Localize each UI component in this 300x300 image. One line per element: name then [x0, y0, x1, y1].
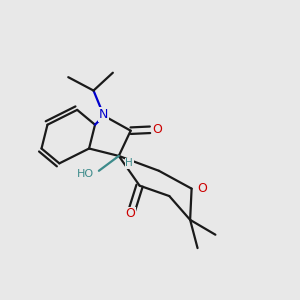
Text: O: O	[198, 182, 208, 194]
Text: HO: HO	[77, 169, 94, 179]
Text: N: N	[99, 108, 109, 121]
Text: H: H	[125, 158, 133, 168]
Text: O: O	[152, 123, 162, 136]
Text: O: O	[126, 207, 136, 220]
